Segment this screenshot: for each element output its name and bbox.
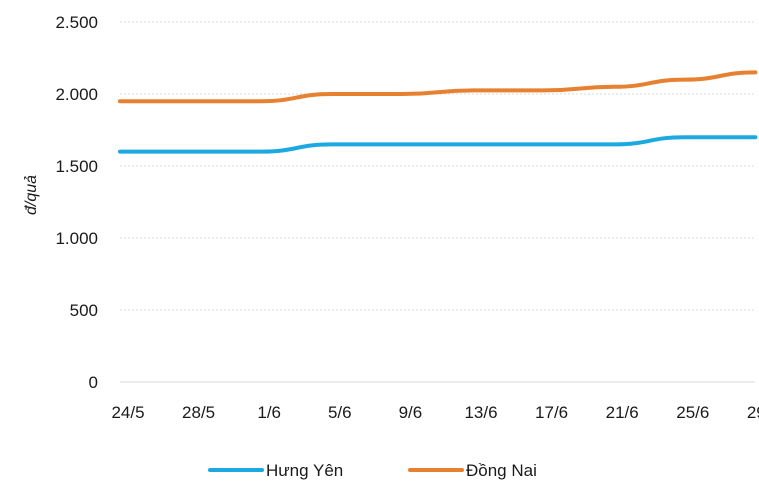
x-tick-label: 29/6 — [747, 403, 759, 422]
x-tick-label: 1/6 — [257, 403, 281, 422]
gridlines — [120, 21, 755, 311]
y-tick-label: 2.500 — [55, 13, 98, 32]
x-tick-label: 9/6 — [399, 403, 423, 422]
legend-label: Hưng Yên — [266, 461, 343, 480]
x-tick-label: 28/5 — [182, 403, 215, 422]
x-tick-label: 17/6 — [535, 403, 568, 422]
y-tick-label: 2.000 — [55, 85, 98, 104]
series-line-0 — [118, 135, 758, 154]
x-tick-label: 5/6 — [328, 403, 352, 422]
y-axis-label: đ/quả — [23, 175, 40, 215]
series-line-1 — [118, 70, 758, 104]
x-tick-label: 21/6 — [606, 403, 639, 422]
legend: Hưng Yên Đồng Nai — [208, 461, 537, 480]
legend-label: Đồng Nai — [466, 461, 537, 480]
y-axis: 0 500 1.000 1.500 2.000 2.500 — [55, 13, 98, 392]
series-lines — [118, 70, 758, 154]
x-tick-label: 25/6 — [676, 403, 709, 422]
y-tick-label: 1.000 — [55, 229, 98, 248]
y-tick-label: 500 — [70, 301, 98, 320]
y-tick-label: 0 — [89, 373, 98, 392]
x-tick-label: 24/5 — [111, 403, 144, 422]
x-tick-label: 13/6 — [464, 403, 497, 422]
x-axis: 24/5 28/5 1/6 5/6 9/6 13/6 17/6 21/6 25/6 29/6 — [111, 381, 759, 422]
y-tick-label: 1.500 — [55, 157, 98, 176]
